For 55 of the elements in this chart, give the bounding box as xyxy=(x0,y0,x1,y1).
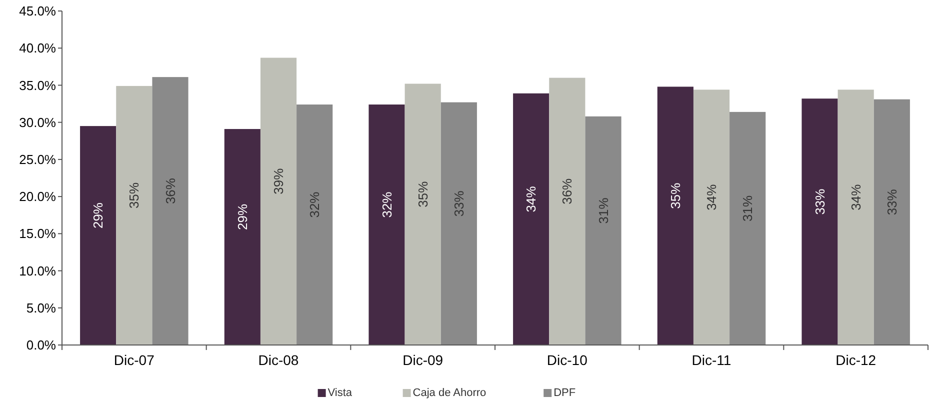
bar xyxy=(152,77,188,345)
data-label: 33% xyxy=(812,188,828,215)
y-tick-label: 45.0% xyxy=(19,4,56,19)
bar xyxy=(404,84,441,345)
x-tick-label: Dic-12 xyxy=(836,352,876,368)
data-label: 33% xyxy=(884,188,900,216)
legend-label: Vista xyxy=(328,387,353,399)
data-label: 34% xyxy=(704,184,720,210)
data-label: 35% xyxy=(415,180,430,208)
bar xyxy=(80,126,116,345)
data-label: 31% xyxy=(596,197,611,224)
bar xyxy=(513,93,550,345)
legend-label: Caja de Ahorro xyxy=(412,387,486,399)
bar xyxy=(296,104,333,345)
bar xyxy=(730,112,766,345)
bar xyxy=(440,102,477,345)
data-label: 36% xyxy=(162,178,178,204)
data-label: 29% xyxy=(234,204,250,230)
bar xyxy=(368,104,405,345)
bar xyxy=(802,98,838,345)
data-label: 29% xyxy=(90,202,106,229)
bar xyxy=(224,129,260,345)
bar xyxy=(585,116,622,345)
y-tick-label: 30.0% xyxy=(19,114,56,130)
x-tick-label: Dic-08 xyxy=(258,352,299,368)
x-tick-label: Dic-11 xyxy=(692,352,732,368)
data-label: 32% xyxy=(379,191,394,218)
y-tick-label: 15.0% xyxy=(19,226,56,242)
bar xyxy=(549,78,586,345)
data-label: 32% xyxy=(307,191,322,218)
y-tick-label: 20.0% xyxy=(19,189,56,204)
bar xyxy=(116,86,152,345)
x-tick-label: Dic-09 xyxy=(402,352,444,368)
bar xyxy=(657,86,694,345)
legend-label: DPF xyxy=(554,387,576,399)
bar xyxy=(874,99,910,345)
data-label: 36% xyxy=(560,178,575,204)
data-label: 33% xyxy=(451,190,466,217)
bar xyxy=(838,90,874,345)
y-tick-label: 25.0% xyxy=(19,152,56,167)
y-tick-label: 10.0% xyxy=(19,263,56,278)
data-label: 35% xyxy=(668,182,683,209)
data-label: 34% xyxy=(848,184,864,210)
bar xyxy=(260,58,297,345)
x-tick-label: Dic-10 xyxy=(546,352,588,368)
bar xyxy=(693,90,730,345)
y-tick-label: 35.0% xyxy=(19,78,56,93)
data-label: 39% xyxy=(271,168,286,194)
y-tick-label: 0.0% xyxy=(26,338,56,353)
y-tick-label: 5.0% xyxy=(26,300,56,316)
x-tick-label: Dic-07 xyxy=(114,352,155,368)
y-tick-label: 40.0% xyxy=(19,40,56,56)
data-label: 35% xyxy=(126,182,142,208)
data-label: 31% xyxy=(740,195,756,222)
data-label: 34% xyxy=(524,186,539,212)
